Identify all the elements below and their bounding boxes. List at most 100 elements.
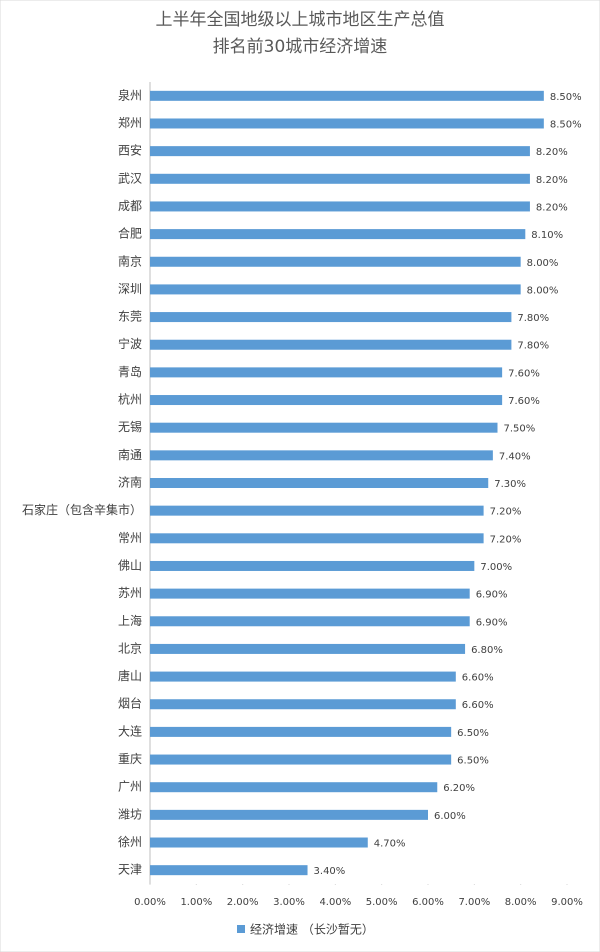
value-label: 8.00% <box>527 258 559 269</box>
value-label: 7.20% <box>490 534 522 545</box>
value-label: 8.20% <box>536 175 568 186</box>
x-tick-label: 6.00% <box>412 897 444 908</box>
y-tick-label: 常州 <box>118 531 142 545</box>
y-tick-label: 武汉 <box>118 171 142 185</box>
y-tick-label: 济南 <box>118 475 142 490</box>
bar <box>150 367 503 378</box>
legend-swatch <box>237 925 245 933</box>
y-tick-label: 南通 <box>118 447 142 462</box>
bar <box>150 505 484 516</box>
bar <box>150 201 530 212</box>
bar <box>150 865 308 876</box>
value-label: 8.50% <box>550 119 582 130</box>
y-tick-label: 天津 <box>118 863 142 877</box>
x-tick-label: 2.00% <box>227 897 259 908</box>
y-tick-label: 深圳 <box>118 282 142 296</box>
y-tick-label: 青岛 <box>118 364 142 379</box>
bar <box>150 478 489 488</box>
value-label: 7.30% <box>494 479 526 490</box>
x-tick-label: 9.00% <box>551 897 583 908</box>
legend-label: 经济增速 （长沙暂无） <box>250 922 374 937</box>
bar <box>150 754 452 765</box>
bar <box>150 173 530 184</box>
chart-title: 排名前30城市经济增速 <box>213 37 388 57</box>
bar <box>150 339 512 350</box>
bar <box>150 726 452 737</box>
y-tick-label: 无锡 <box>118 419 142 434</box>
value-label: 7.60% <box>508 368 540 379</box>
x-tick-label: 8.00% <box>505 897 537 908</box>
bar <box>150 671 456 682</box>
value-label: 7.20% <box>490 507 522 518</box>
y-tick-label: 大连 <box>118 723 142 738</box>
value-label: 7.80% <box>517 341 549 352</box>
x-tick-label: 4.00% <box>319 897 351 908</box>
bar <box>150 643 466 654</box>
bar <box>150 699 456 710</box>
y-tick-label: 郑州 <box>118 115 142 130</box>
bar <box>150 809 428 820</box>
value-label: 7.00% <box>480 562 512 573</box>
value-label: 6.50% <box>457 728 489 739</box>
value-label: 7.40% <box>499 451 531 462</box>
bar <box>150 422 498 433</box>
bar <box>150 146 530 157</box>
value-label: 4.70% <box>374 839 406 850</box>
y-tick-label: 潍坊 <box>118 806 142 821</box>
value-label: 3.40% <box>314 866 346 877</box>
value-label: 8.50% <box>550 92 582 103</box>
y-tick-label: 宁波 <box>118 336 142 351</box>
bar <box>150 284 521 295</box>
y-tick-label: 烟台 <box>118 696 142 711</box>
bar <box>150 560 475 571</box>
x-tick-label: 5.00% <box>366 897 398 908</box>
value-label: 7.50% <box>504 424 536 435</box>
x-tick-label: 0.00% <box>134 897 166 908</box>
bar <box>150 229 526 240</box>
y-tick-label: 唐山 <box>118 668 142 683</box>
chart-title: 上半年全国地级以上城市地区生产总值 <box>156 10 445 30</box>
y-tick-label: 泉州 <box>118 88 142 102</box>
x-tick-label: 1.00% <box>180 897 212 908</box>
y-tick-label: 北京 <box>118 641 142 655</box>
y-tick-label: 上海 <box>118 613 142 628</box>
value-label: 6.60% <box>462 700 494 711</box>
x-tick-label: 7.00% <box>458 897 490 908</box>
value-label: 6.90% <box>476 590 508 601</box>
y-tick-label: 石家庄（包含辛集市） <box>22 502 142 517</box>
y-tick-label: 成都 <box>118 199 142 213</box>
y-tick-label: 徐州 <box>118 834 142 849</box>
bar <box>150 450 493 461</box>
y-tick-label: 南京 <box>118 253 142 268</box>
y-tick-label: 合肥 <box>118 226 142 241</box>
bar <box>150 782 438 793</box>
bar <box>150 588 470 599</box>
bar <box>150 395 503 406</box>
value-label: 6.20% <box>443 783 475 794</box>
value-label: 6.60% <box>462 673 494 684</box>
bar <box>150 312 512 323</box>
y-tick-label: 佛山 <box>118 558 142 572</box>
y-tick-label: 杭州 <box>118 392 142 407</box>
bar <box>150 256 521 267</box>
value-label: 6.50% <box>457 756 489 767</box>
y-tick-label: 西安 <box>118 143 142 158</box>
y-tick-label: 东莞 <box>118 310 142 324</box>
bar <box>150 90 544 101</box>
bar <box>150 533 484 544</box>
value-label: 8.20% <box>536 147 568 158</box>
value-label: 8.10% <box>531 230 563 241</box>
y-tick-label: 重庆 <box>118 752 142 766</box>
value-label: 6.00% <box>434 811 466 822</box>
bar <box>150 616 470 627</box>
value-label: 6.80% <box>471 645 503 656</box>
value-label: 7.60% <box>508 396 540 407</box>
y-tick-label: 苏州 <box>118 586 142 600</box>
y-tick-label: 广州 <box>118 780 142 794</box>
value-label: 8.00% <box>527 285 559 296</box>
value-label: 7.80% <box>517 313 549 324</box>
bar <box>150 837 368 848</box>
value-label: 6.90% <box>476 617 508 628</box>
value-label: 8.20% <box>536 202 568 213</box>
